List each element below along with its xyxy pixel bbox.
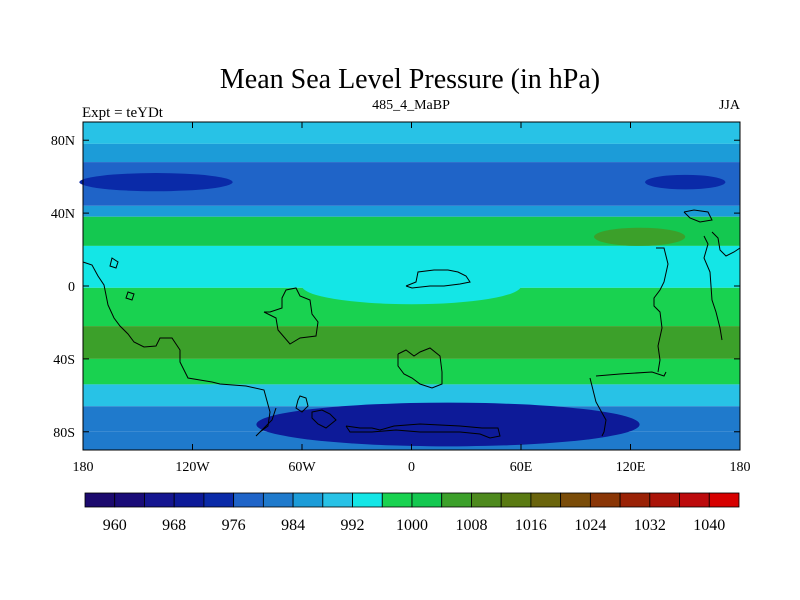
field-band-8 bbox=[83, 358, 740, 385]
x-tick-label: 120E bbox=[616, 460, 646, 475]
colorbar-swatch bbox=[233, 492, 264, 508]
colorbar-swatch bbox=[471, 492, 502, 508]
field-feature-equatorial-trough bbox=[302, 267, 521, 305]
x-tick-label: 0 bbox=[408, 460, 415, 475]
colorbar-swatch bbox=[589, 492, 621, 508]
colorbar-swatch bbox=[708, 492, 740, 508]
colorbar-label: 976 bbox=[222, 517, 246, 534]
colorbar-swatch bbox=[173, 492, 205, 508]
colorbar-label: 1016 bbox=[515, 517, 547, 534]
colorbar-swatch bbox=[679, 492, 710, 508]
x-tick-label: 180 bbox=[73, 460, 94, 475]
field-band-9 bbox=[83, 384, 740, 407]
colorbar-swatch bbox=[203, 492, 235, 508]
colorbar-label: 1024 bbox=[574, 517, 606, 534]
field-band-0 bbox=[83, 122, 740, 144]
field-band-3 bbox=[83, 205, 740, 217]
subtitle-center: 485_4_MaBP bbox=[372, 98, 450, 113]
field-band-1 bbox=[83, 143, 740, 163]
colorbar-swatch bbox=[84, 492, 116, 508]
colorbar-label: 984 bbox=[281, 517, 305, 534]
colorbar-swatch bbox=[262, 492, 294, 508]
colorbar-label: 1000 bbox=[396, 517, 428, 534]
x-tick-label: 120W bbox=[175, 460, 210, 475]
field-feature-northern-low-west bbox=[79, 173, 233, 192]
colorbar-swatch bbox=[144, 492, 175, 508]
x-tick-label: 60W bbox=[288, 460, 316, 475]
subtitle-left: Expt = teYDt bbox=[82, 105, 164, 121]
colorbar-swatch bbox=[619, 492, 651, 508]
colorbar-label: 1040 bbox=[693, 517, 725, 534]
colorbar-swatch bbox=[352, 492, 383, 508]
field-feature-high-northeast bbox=[594, 227, 686, 246]
colorbar-swatch bbox=[411, 492, 443, 508]
field-feature-northern-low-east bbox=[645, 174, 726, 190]
y-tick-label: 40N bbox=[51, 207, 75, 222]
x-axis: 180 120W 60W 0 60E 120E 180 bbox=[73, 122, 751, 475]
y-tick-label: 80S bbox=[53, 426, 75, 441]
colorbar: 960 968 976 984 992 1000 1008 1016 1024 1032 1040 bbox=[84, 492, 740, 534]
colorbar-swatch bbox=[560, 492, 591, 508]
colorbar-swatch bbox=[530, 492, 562, 508]
colorbar-swatch bbox=[292, 492, 324, 508]
colorbar-swatch bbox=[322, 492, 353, 508]
colorbar-swatch bbox=[500, 492, 532, 508]
colorbar-label: 992 bbox=[341, 517, 365, 534]
colorbar-swatch bbox=[649, 492, 680, 508]
colorbar-label: 1008 bbox=[455, 517, 487, 534]
x-tick-label: 60E bbox=[510, 460, 533, 475]
colorbar-swatch bbox=[114, 492, 145, 508]
y-tick-label: 80N bbox=[51, 134, 75, 149]
x-tick-label: 180 bbox=[730, 460, 751, 475]
field-band-7 bbox=[83, 326, 740, 359]
colorbar-swatch bbox=[441, 492, 472, 508]
colorbar-label: 960 bbox=[103, 517, 127, 534]
y-tick-label: 40S bbox=[53, 353, 75, 368]
colorbar-label: 968 bbox=[162, 517, 186, 534]
subtitle-right: JJA bbox=[719, 98, 741, 113]
chart-title: Mean Sea Level Pressure (in hPa) bbox=[220, 64, 600, 95]
colorbar-swatch bbox=[381, 492, 413, 508]
y-tick-label: 0 bbox=[68, 280, 75, 295]
plot-area bbox=[79, 122, 740, 450]
y-axis: 80N 40N 0 40S 80S bbox=[51, 134, 740, 441]
colorbar-label: 1032 bbox=[634, 517, 666, 534]
field-feature-southern-low-center bbox=[256, 402, 640, 447]
coastline-outlines bbox=[82, 209, 741, 439]
